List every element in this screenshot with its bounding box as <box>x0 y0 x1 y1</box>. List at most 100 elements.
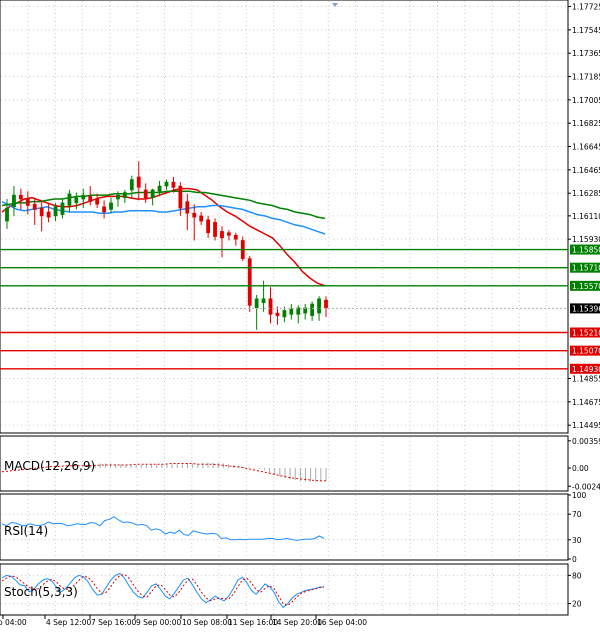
macd-bar <box>110 464 111 469</box>
candle-body <box>54 207 57 216</box>
level-label: 1.15850 <box>572 246 600 255</box>
macd-bar <box>218 463 219 468</box>
time-tick-label: 4 Sep 12:00 <box>46 618 92 627</box>
price-tick-label: 1.17545 <box>572 26 600 35</box>
candle-body <box>116 195 119 199</box>
time-tick-label: 14 Sep 20:00 <box>272 618 322 627</box>
candle-body <box>165 182 168 186</box>
macd-tick-label: 0.00 <box>572 464 589 473</box>
level-label: 1.15570 <box>572 282 600 291</box>
price-tick-label: 1.16465 <box>572 166 600 175</box>
macd-bar <box>166 464 167 468</box>
macd-bar <box>100 464 101 469</box>
candle-body <box>227 233 230 236</box>
macd-bar <box>269 468 270 473</box>
macd-bar <box>249 467 250 468</box>
level-label: 1.15210 <box>572 328 600 337</box>
price-tick-label: 1.14495 <box>572 421 600 430</box>
time-tick-label: 9 Sep 00:00 <box>136 618 182 627</box>
candle-body <box>89 196 92 201</box>
macd-bar <box>141 465 142 468</box>
macd-bar <box>228 464 229 468</box>
rsi-tick-label: 100 <box>572 491 587 500</box>
macd-bar <box>315 468 316 482</box>
macd-bar <box>156 464 157 468</box>
price-tick-label: 1.14675 <box>572 398 600 407</box>
candle-body <box>276 313 279 316</box>
price-tick-label: 1.14855 <box>572 375 600 384</box>
rsi-tick-label: 70 <box>572 510 582 519</box>
macd-bar <box>264 468 265 470</box>
candle-body <box>207 220 210 233</box>
level-label: 1.15070 <box>572 347 600 356</box>
candle-body <box>213 222 216 236</box>
candle-body <box>290 309 293 314</box>
candle-body <box>179 186 182 208</box>
macd-bar <box>105 464 106 469</box>
macd-title: MACD(12,26,9) <box>4 459 95 473</box>
candle-body <box>269 299 272 315</box>
candle-body <box>61 203 64 215</box>
macd-bar <box>177 464 178 468</box>
time-tick-label: 3 Sep 04:00 <box>0 618 27 627</box>
macd-bar <box>213 463 214 468</box>
stoch-tick-label: 80 <box>572 571 582 580</box>
rsi-title: RSI(14) <box>4 524 48 538</box>
price-tick-label: 1.17725 <box>572 3 600 12</box>
time-tick-label: 16 Sep 04:00 <box>317 618 367 627</box>
macd-bar <box>326 468 327 481</box>
price-tick-label: 1.15930 <box>572 235 600 244</box>
price-tick-label: 1.16825 <box>572 119 600 128</box>
candle-body <box>283 310 286 316</box>
current-price-label: 1.15396 <box>572 304 600 313</box>
candle-body <box>193 213 196 217</box>
macd-bar <box>320 468 321 481</box>
macd-bar <box>151 464 152 468</box>
macd-bar <box>279 468 280 476</box>
candle-body <box>130 180 133 190</box>
candle-body <box>144 190 147 198</box>
macd-bar <box>310 468 311 482</box>
candle-body <box>311 304 314 316</box>
level-label: 1.14930 <box>572 365 600 374</box>
macd-bar <box>182 464 183 468</box>
candle-body <box>234 235 237 239</box>
price-tick-label: 1.16285 <box>572 189 600 198</box>
price-tick-label: 1.17365 <box>572 49 600 58</box>
macd-bar <box>274 468 275 475</box>
candle-body <box>255 299 258 308</box>
rsi-tick-label: 0 <box>572 555 577 564</box>
candle-body <box>82 195 85 199</box>
candle-body <box>220 231 223 237</box>
macd-bar <box>192 464 193 469</box>
macd-bar <box>131 465 132 468</box>
macd-bar <box>161 464 162 468</box>
macd-bar <box>295 468 296 480</box>
candle-body <box>12 195 15 207</box>
candle-body <box>158 186 161 191</box>
price-tick-label: 1.16645 <box>572 143 600 152</box>
candle-body <box>317 299 320 313</box>
candle-body <box>186 202 189 214</box>
macd-bar <box>146 465 147 468</box>
time-tick-label: 10 Sep 08:00 <box>182 618 232 627</box>
candle-body <box>200 216 203 221</box>
candle-body <box>26 199 29 205</box>
candle-body <box>123 193 126 198</box>
candle <box>248 256 251 312</box>
macd-tick-label: -0.002405 <box>572 482 600 491</box>
time-tick-label: 7 Sep 16:00 <box>91 618 137 627</box>
candle-body <box>248 259 251 306</box>
candle-body <box>96 199 99 204</box>
price-tick-label: 1.17005 <box>572 96 600 105</box>
candle-body <box>172 182 175 187</box>
candle-body <box>68 194 71 206</box>
macd-bar <box>254 468 255 469</box>
candle-body <box>75 198 78 203</box>
candle-body <box>324 300 327 308</box>
candle-body <box>33 204 36 209</box>
macd-bar <box>259 468 260 469</box>
price-tick-label: 1.16110 <box>572 212 600 221</box>
